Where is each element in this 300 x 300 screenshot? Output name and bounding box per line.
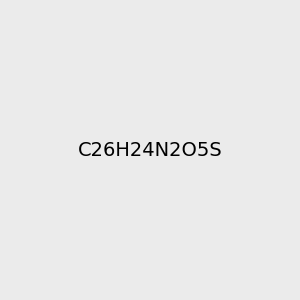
- Text: C26H24N2O5S: C26H24N2O5S: [78, 140, 222, 160]
